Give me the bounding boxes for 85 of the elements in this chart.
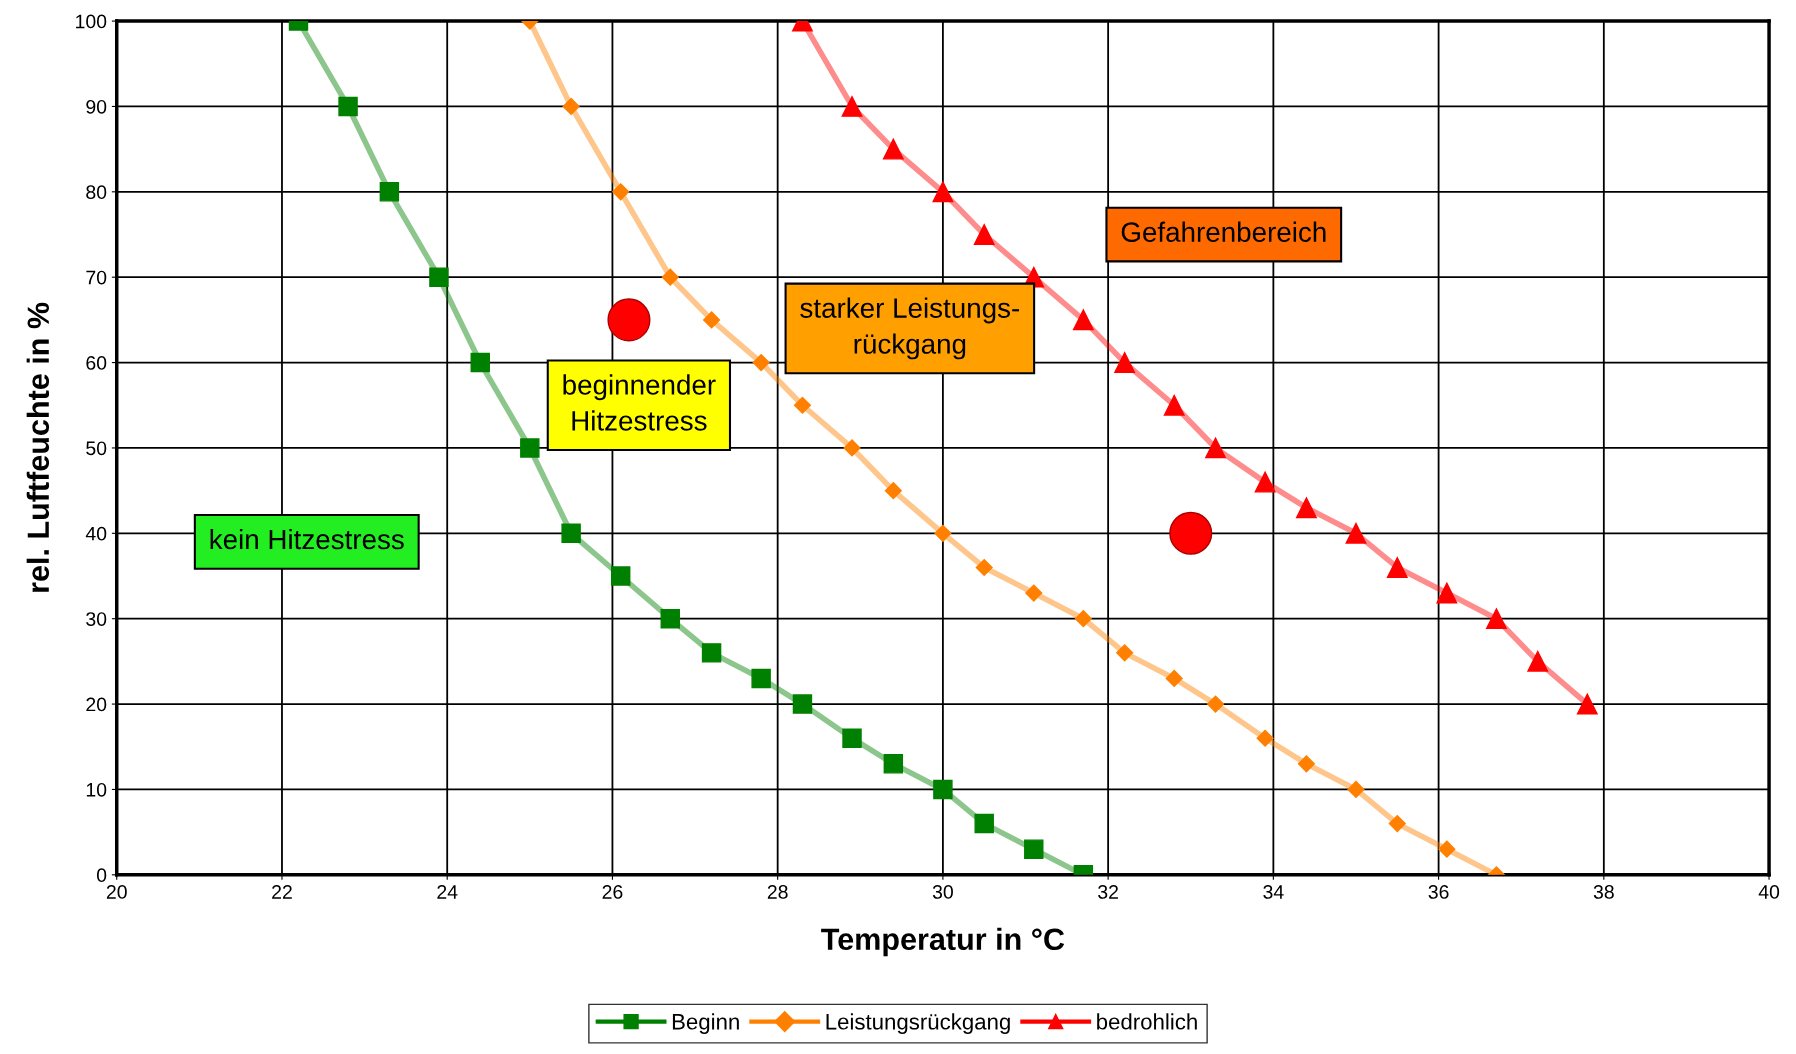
x-tick-label: 32 [1098,885,1118,899]
point [1163,394,1185,416]
point [933,779,953,800]
point [1256,729,1274,747]
point [884,482,902,500]
point [842,728,862,748]
point [883,754,904,774]
y-tick-label: 90 [86,99,107,114]
point [379,182,400,202]
point [793,396,812,414]
point [661,268,679,286]
legend-label: Beginn [672,1013,739,1034]
y-tick-label: 80 [86,185,107,200]
y-tick-label: 70 [86,270,107,285]
x-tick-label: 24 [437,885,458,899]
point [973,224,995,245]
x-tick-label: 22 [272,885,292,899]
point [752,354,770,372]
y-axis-title: rel. Luftfeuchte in % [26,302,50,592]
point [843,439,861,457]
point [1486,608,1507,630]
annotation: beginnender Hitzestress [563,374,716,431]
y-tick-label: 60 [86,356,107,370]
annotation: Gefahrenbereich [1121,221,1326,242]
y-tick-label: 20 [86,697,107,712]
point [1347,780,1365,798]
point [934,524,952,542]
point [1295,497,1317,519]
point [429,267,449,287]
point [1205,437,1226,459]
point [975,558,993,577]
point [520,438,540,458]
legend-label: bedrohlich [1097,1013,1197,1030]
point [703,311,721,329]
point [792,694,813,714]
point [610,566,631,586]
point [1297,755,1315,773]
legend-label: Leistungsrückgang [826,1013,1010,1034]
point [1527,650,1549,672]
point [1388,815,1406,833]
x-tick-label: 38 [1593,885,1614,899]
point [1116,644,1134,662]
y-tick-label: 40 [85,526,107,541]
point [1386,557,1408,578]
x-tick-label: 40 [1758,885,1780,899]
x-tick-label: 36 [1428,885,1449,899]
x-tick-label: 30 [932,885,953,899]
point [1072,309,1094,331]
point [1024,839,1044,859]
point [1114,352,1136,373]
point [470,352,490,373]
point [561,523,581,544]
y-tick-label: 50 [86,441,107,456]
point [1025,584,1043,602]
point [338,96,358,117]
point [660,608,680,629]
point [1438,840,1456,858]
point [607,298,651,342]
x-tick-label: 20 [106,885,127,899]
point [882,138,904,160]
point [562,97,580,116]
y-tick-label: 0 [96,868,107,883]
annotation: starker Leistungs- rückgang [800,297,1020,360]
y-tick-label: 30 [86,612,107,626]
point [1436,582,1458,604]
point [1345,522,1367,544]
x-tick-label: 26 [602,885,623,899]
point [1254,471,1276,493]
point [1169,511,1213,555]
point [1074,610,1092,628]
x-tick-label: 28 [767,885,788,899]
y-tick-label: 10 [86,782,107,797]
annotation: kein Hitzestress [210,528,404,550]
point [1206,695,1225,713]
point [1576,693,1598,715]
x-tick-label: 34 [1263,885,1284,899]
point [701,643,722,663]
point [841,96,863,117]
x-axis-title: Temperatur in °C [821,927,1065,957]
point [974,813,994,834]
point [932,181,954,203]
point [612,183,630,201]
point [751,668,771,689]
point [1165,669,1183,688]
y-tick-label: 100 [76,14,107,29]
